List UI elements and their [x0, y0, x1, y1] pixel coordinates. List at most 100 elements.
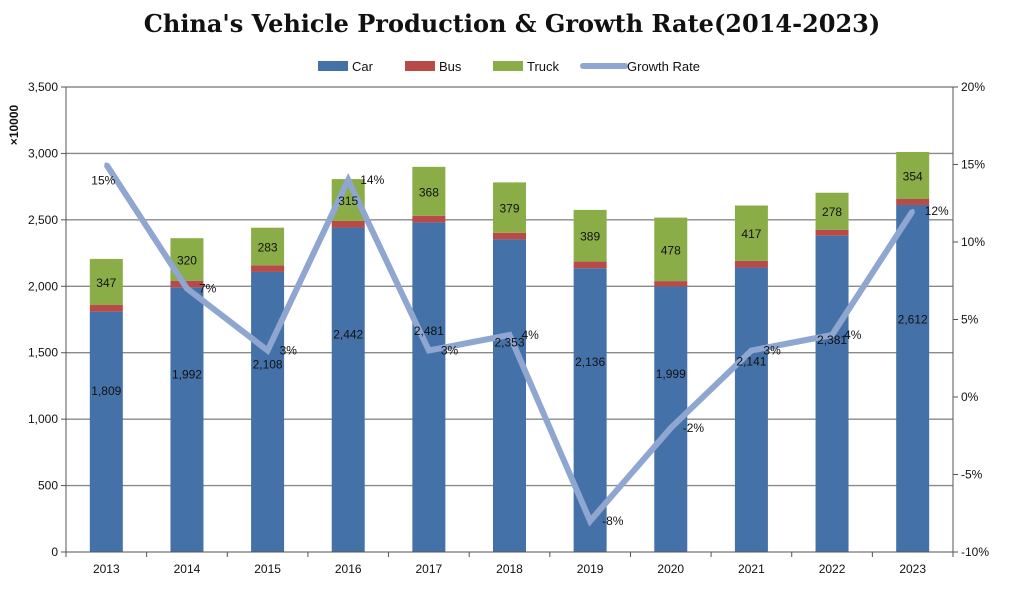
bar-car-2014: [170, 287, 204, 552]
truck-label: 389: [580, 230, 600, 244]
x-tick-label: 2023: [899, 562, 926, 576]
bar-truck-2023: [896, 151, 930, 199]
chart-title: China's Vehicle Production & Growth Rate…: [144, 9, 880, 38]
bar-car-2023: [896, 204, 930, 552]
growth-point-2022: [830, 333, 835, 337]
bar-bus-2022: [815, 229, 849, 236]
growth-label: 3%: [280, 344, 298, 358]
growth-point-2015: [265, 348, 270, 353]
legend-label: Growth Rate: [627, 59, 700, 74]
legend-label: Truck: [527, 59, 560, 74]
car-label: 2,108: [253, 357, 283, 371]
legend-swatch-truck: [493, 61, 523, 71]
truck-label: 320: [177, 253, 197, 267]
y-left-tick-label: 0: [51, 545, 58, 559]
growth-label: 4%: [844, 328, 862, 342]
growth-point-2016: [346, 178, 351, 182]
car-label: 2,442: [333, 328, 363, 342]
growth-point-2017: [426, 348, 431, 353]
bar-car-2013: [89, 311, 123, 552]
bar-car-2016: [331, 227, 365, 552]
growth-label: 15%: [91, 174, 115, 188]
y-left-tick-label: 3,000: [28, 146, 58, 160]
car-label: 2,353: [494, 336, 524, 350]
x-tick-label: 2014: [174, 562, 201, 576]
y-left-tick-label: 3,500: [28, 80, 58, 94]
bar-bus-2020: [654, 281, 688, 287]
bar-car-2017: [412, 222, 446, 553]
y-left-tick-label: 1,500: [28, 346, 58, 360]
y-right-tick-label: 15%: [961, 158, 985, 172]
x-tick-label: 2017: [416, 562, 443, 576]
car-label: 2,481: [414, 324, 444, 338]
bar-truck-2020: [654, 217, 688, 282]
legend: Car Bus Truck Growth Rate: [318, 59, 700, 74]
growth-point-2023: [910, 209, 915, 213]
y-right-tick-label: -10%: [961, 545, 989, 559]
x-tick-label: 2020: [657, 562, 684, 576]
y-left-tick-label: 2,000: [28, 279, 58, 293]
growth-point-2014: [184, 286, 189, 291]
growth-label: 3%: [441, 344, 459, 358]
bars: [89, 151, 930, 553]
bar-bus-2017: [412, 215, 446, 223]
car-label: 1,992: [172, 368, 202, 382]
truck-label: 278: [822, 205, 842, 219]
bar-bus-2019: [573, 261, 607, 269]
growth-label: 14%: [360, 173, 384, 187]
truck-label: 283: [258, 240, 278, 254]
legend-swatch-car: [318, 61, 348, 71]
x-tick-label: 2022: [819, 562, 846, 576]
growth-point-2013: [104, 162, 109, 167]
car-label: 1,809: [91, 384, 121, 398]
truck-label: 478: [661, 243, 681, 257]
bar-truck-2018: [493, 182, 526, 233]
bar-truck-2022: [815, 192, 849, 230]
bar-car-2021: [734, 267, 768, 552]
legend-label: Car: [352, 59, 374, 74]
growth-line: [103, 162, 916, 527]
bar-car-2015: [251, 271, 285, 552]
y-right-tick-label: 5%: [961, 313, 979, 327]
car-label: 1,999: [656, 367, 686, 381]
growth-label: 4%: [522, 328, 540, 342]
x-tick-label: 2018: [496, 562, 523, 576]
growth-label: -8%: [602, 514, 624, 528]
legend-label: Bus: [439, 59, 462, 74]
growth-point-2021: [749, 348, 754, 353]
bar-truck-2021: [734, 205, 768, 261]
y-left-tick-label: 500: [38, 479, 58, 493]
growth-point-2019: [588, 519, 593, 523]
y-right-tick-label: -5%: [961, 468, 983, 482]
bar-bus-2018: [493, 232, 526, 240]
truck-label: 347: [96, 276, 116, 290]
y-left-tick-label: 1,000: [28, 412, 58, 426]
bar-truck-2013: [89, 258, 123, 306]
car-label: 2,381: [817, 333, 847, 347]
y-right-tick-label: 0%: [961, 390, 979, 404]
bar-truck-2015: [251, 227, 285, 266]
truck-label: 368: [419, 185, 439, 199]
legend-swatch-bus: [405, 61, 435, 71]
bar-car-2022: [815, 235, 849, 552]
growth-label: 12%: [925, 204, 949, 218]
x-tick-label: 2013: [93, 562, 120, 576]
truck-label: 315: [338, 194, 358, 208]
x-tick-label: 2021: [738, 562, 765, 576]
growth-point-2018: [507, 333, 512, 337]
growth-point-2020: [668, 426, 673, 430]
x-tick-label: 2016: [335, 562, 362, 576]
car-label: 2,136: [575, 355, 605, 369]
y-unit-label: ×10000: [7, 104, 21, 145]
data-labels: 1,809 347 1,992 320 2,108 283 2,442 315 2,481 368…: [91, 169, 949, 528]
growth-label: 3%: [763, 344, 781, 358]
truck-label: 354: [903, 169, 923, 183]
y-left-tick-label: 2,500: [28, 213, 58, 227]
bar-truck-2019: [573, 209, 607, 262]
axes: 0 500 1,000 1,500 2,000 2,500 3,000 3,500 -10% -5…: [28, 80, 989, 576]
growth-label: 7%: [199, 282, 217, 296]
car-label: 2,612: [898, 312, 928, 326]
y-right-tick-label: 20%: [961, 80, 985, 94]
bar-truck-2017: [412, 166, 446, 216]
